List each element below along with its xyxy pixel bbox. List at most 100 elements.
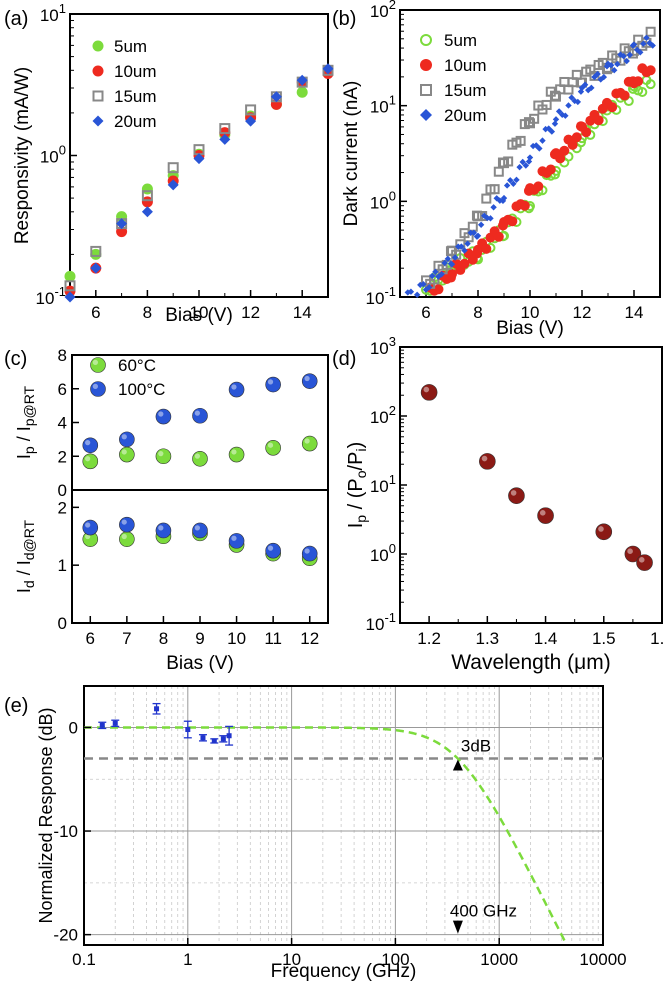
panel-b-point-20um (630, 41, 638, 48)
panel-d-xtick-label: 1.2 (417, 629, 441, 648)
panel-a-point-15um (167, 162, 179, 174)
panel-c-point-100°C (301, 545, 318, 562)
panel-b-point-20um (526, 154, 534, 161)
panel-b-ytick-label: 101 (370, 93, 396, 117)
panel-c-point-100°C-shine (267, 379, 274, 385)
panel-c-xlabel: Bias (V) (166, 653, 234, 674)
panel-c-point-100°C (265, 376, 281, 393)
panel-d-label: (d) (332, 348, 356, 370)
panel-d-point (636, 554, 653, 571)
panel-d-point (420, 384, 438, 401)
panel-b-point-20um (519, 158, 526, 166)
panel-e-point (220, 736, 226, 742)
panel-b-point-10um (447, 268, 457, 279)
panel-b-xtick-label: 14 (625, 303, 644, 322)
panel-c-point-100°C-shine (231, 384, 237, 390)
panel-b-point-15um (493, 166, 504, 177)
panel-c-point-60°C (192, 450, 208, 467)
panel-d-point (595, 523, 613, 541)
panel-b-point-20um (481, 212, 488, 219)
panel-e-3db-label: 3dB (461, 737, 491, 756)
panel-c-point-100°C-shine (267, 545, 274, 551)
panel-b-legend-label: 10um (444, 56, 487, 75)
panel-b-ytick-label: 102 (370, 0, 396, 21)
panel-c-point-100°C-shine (121, 519, 127, 525)
panel-b-legend-marker (420, 84, 432, 96)
panel-d-xtick-label: 1.6 (650, 629, 664, 648)
panel-a-label: (a) (4, 8, 28, 30)
panel-c-point-100°C-shine (85, 440, 91, 446)
panel-a-xtick-label: 8 (143, 303, 152, 322)
panel-a-legend-marker (92, 65, 104, 77)
panel-b-point-20um (451, 254, 459, 261)
panel-a-legend-label: 20um (114, 112, 157, 131)
panel-b-ylabel-text: Dark current (nA) (341, 81, 362, 227)
panel-b-xtick-label: 6 (421, 303, 430, 322)
panel-c-point-100°C-shine (85, 522, 91, 528)
panel-b-point-20um (637, 49, 644, 56)
panel-b-point-20um (551, 120, 559, 127)
panel-b-point-10um (493, 231, 504, 242)
panel-c-point-60°C-shine (267, 442, 274, 448)
panel-c-xtick-label: 11 (264, 629, 282, 648)
panel-c-point-60°C-shine (194, 453, 200, 459)
panel-a-legend-label: 10um (114, 62, 157, 81)
panel-a-legend-marker (92, 115, 104, 127)
panel-b-point-20um (470, 229, 478, 236)
panel-b-point-15um (489, 184, 500, 195)
panel-a-xlabel: Bias (V) (165, 305, 233, 326)
panel-a-ytick-label: 101 (40, 1, 66, 25)
panel-c-point-60°C (228, 446, 245, 463)
panel-b-point-10um (619, 90, 630, 101)
panel-a-legend-marker (92, 40, 104, 52)
panel-d-point-shine (539, 510, 546, 516)
panel-b-point-20um (536, 145, 543, 152)
panel-c-point-60°C-shine (121, 533, 127, 540)
panel-b-ytick-label: 100 (370, 188, 396, 212)
panel-d-point (624, 545, 642, 563)
panel-a-legend-marker (92, 90, 104, 102)
panel-d-point (537, 507, 554, 524)
panel-b-point-10um (607, 102, 618, 113)
panel-b-point-20um (649, 42, 656, 49)
panel-c-legend-label: 100°C (118, 380, 165, 399)
panel-a-point-20um (296, 74, 308, 86)
panel-c-ytick-label: 0 (58, 481, 67, 500)
panel-c-point-60°C (82, 453, 99, 470)
panel-a-point-20um (219, 133, 231, 145)
panel-c-ytick-label: 2 (58, 447, 67, 466)
panel-b-point-20um (588, 84, 595, 92)
panel-b-point-15um (529, 113, 540, 124)
panel-b-point-20um (503, 182, 511, 189)
panel-b-point-20um (643, 34, 650, 41)
panel-a-point-15um (245, 104, 257, 116)
panel-a-point-15um (219, 123, 231, 135)
panel-a-ylabel: Responsivity (mA/W) (12, 67, 33, 244)
panel-d-point (479, 453, 496, 470)
panel-b-point-20um (499, 197, 507, 205)
panel-b-point-20um (458, 243, 465, 250)
panel-b-point-20um (516, 163, 523, 171)
panel-b-point-20um (474, 232, 482, 239)
panel-b-point-10um (519, 200, 530, 211)
panel-d-ylabel-text: Ip / (Po/Pi) (345, 442, 369, 529)
panel-e-xtick-label: 10 (282, 950, 301, 969)
panel-b-legend-label: 20um (444, 106, 487, 125)
panel-b-legend-marker (420, 34, 432, 46)
panel-c-top-ylabel-text: Ip / Ip@RT (14, 385, 37, 459)
panel-c-legend-marker-shine (92, 383, 98, 389)
panel-c-point-100°C-shine (158, 411, 164, 417)
panel-c-legend-marker-shine (92, 359, 98, 365)
panel-b-point-20um (448, 261, 456, 268)
panel-b-point-20um (591, 73, 598, 81)
panel-e-xtick-label: 1000 (480, 950, 518, 969)
panel-b-xtick-label: 12 (573, 303, 592, 322)
panel-b-point-20um (420, 281, 427, 288)
panel-b-point-20um (581, 81, 589, 88)
panel-e-ytick-label: 0 (69, 718, 78, 737)
panel-d-point-shine (638, 557, 645, 563)
panel-c-point-60°C (265, 440, 281, 456)
panel-b-point-20um (407, 288, 415, 295)
panel-b-point-15um (645, 26, 656, 37)
